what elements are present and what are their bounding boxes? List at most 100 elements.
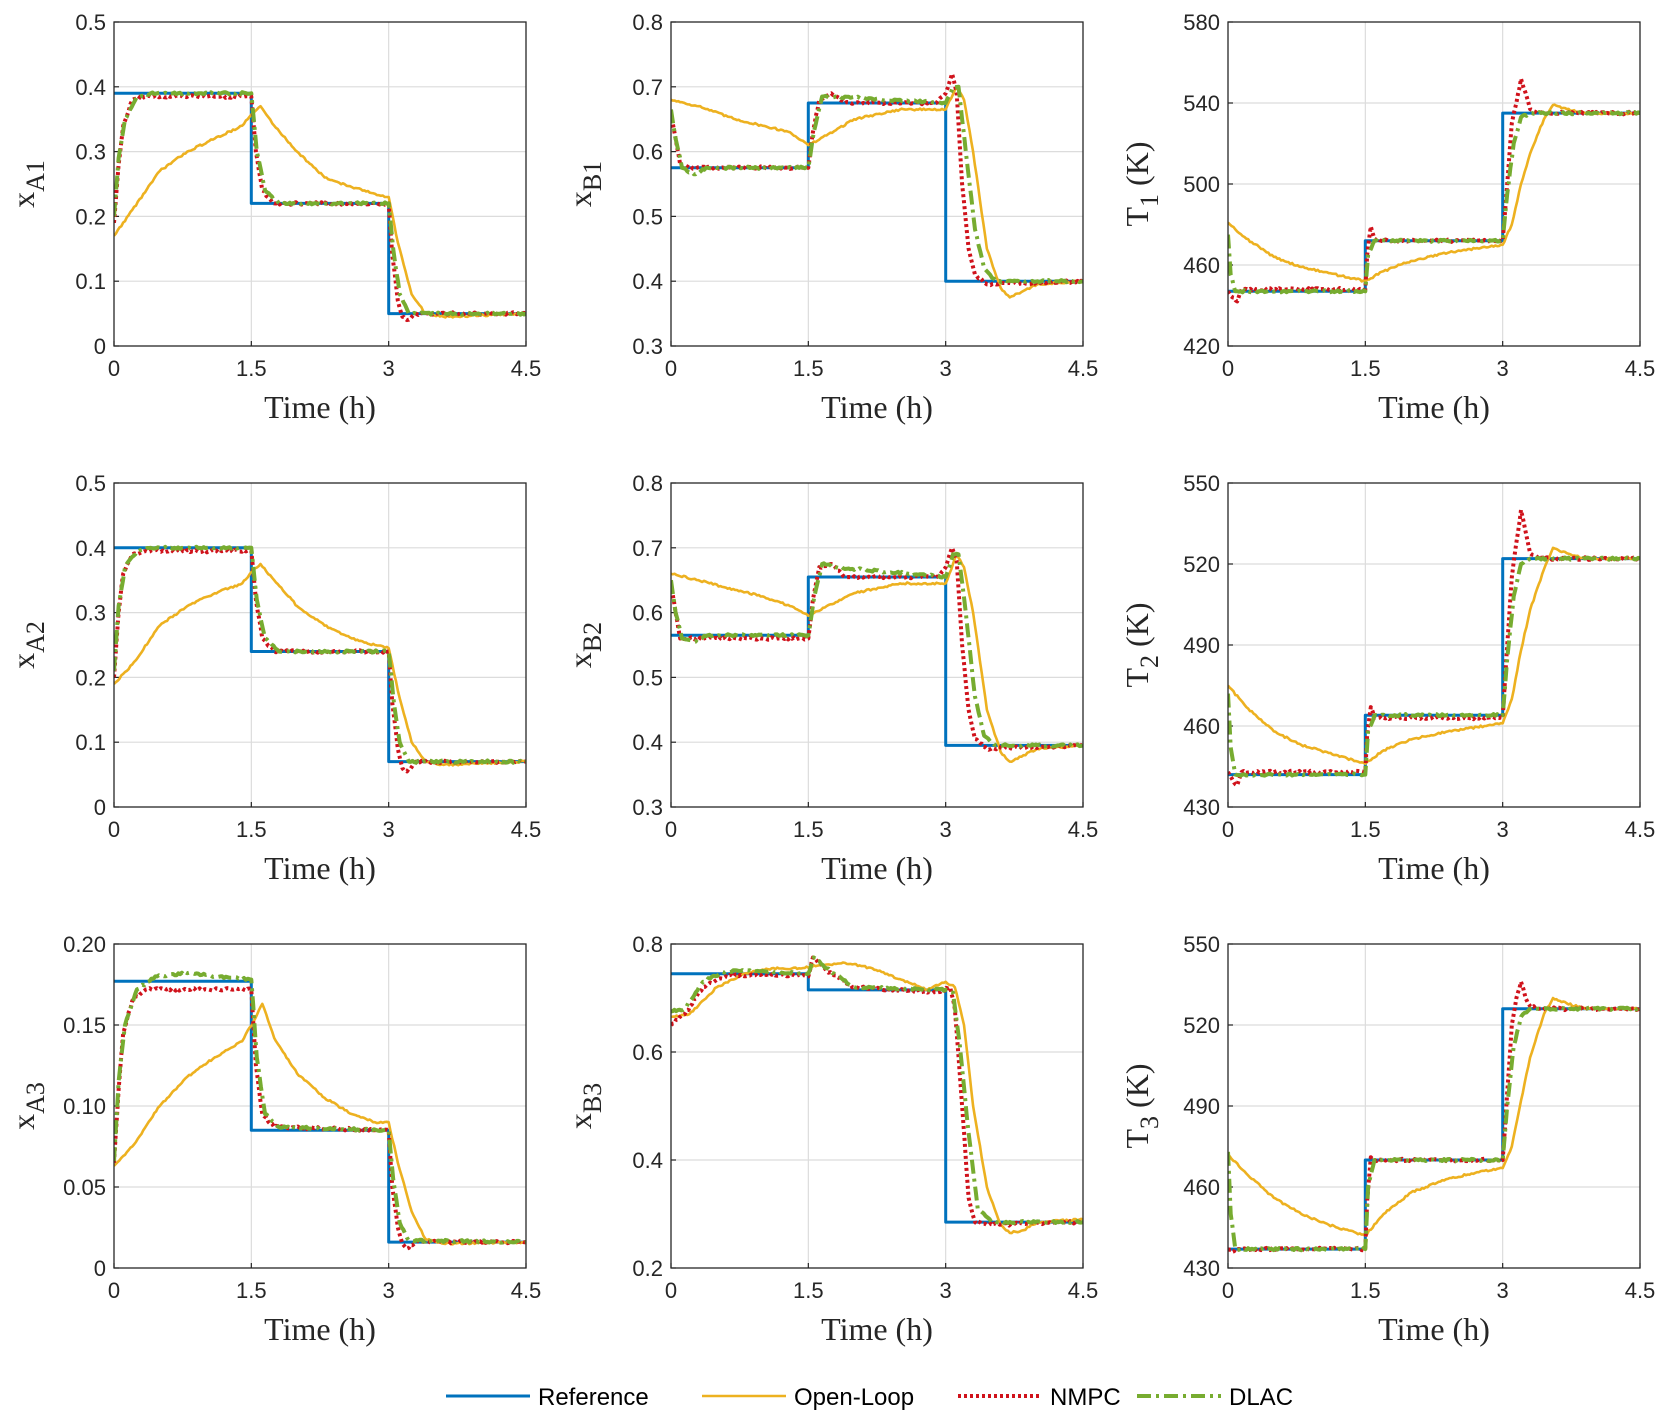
- x-axis-label: Time (h): [821, 389, 933, 425]
- y-tick-label: 0.5: [75, 10, 106, 35]
- x-tick-label: 1.5: [1350, 356, 1381, 381]
- series-group: [114, 970, 526, 1251]
- subplot-8: 0 1.5 3 4.5 0.2 0.4 0.6 0.8 Time (h) xB3: [562, 932, 1098, 1347]
- y-tick-label: 0.6: [632, 140, 663, 165]
- y-tick-label: 430: [1183, 1256, 1220, 1281]
- y-tick-label: 460: [1183, 253, 1220, 278]
- y-tick-label: 0.2: [75, 665, 106, 690]
- x-tick-label: 4.5: [1068, 1278, 1099, 1303]
- y-tick-label: 0.15: [63, 1013, 106, 1038]
- series-dlac: [1228, 1005, 1640, 1253]
- y-tick-label: 0.05: [63, 1175, 106, 1200]
- axes-box: [670, 482, 1084, 808]
- y-tick-label: 420: [1183, 334, 1220, 359]
- subplot-9: 0 1.5 3 4.5 430 460 490 520 550 Time (h) T3 (K): [1119, 932, 1655, 1347]
- y-tick-label: 0.4: [75, 536, 106, 561]
- y-tick-label: 0.8: [632, 10, 663, 35]
- y-tick-label: 0.5: [632, 204, 663, 229]
- axes-box: [1227, 943, 1641, 1269]
- series-dlac: [671, 955, 1083, 1226]
- x-tick-label: 3: [383, 356, 395, 381]
- y-tick-label: 580: [1183, 10, 1220, 35]
- series-dlac: [1228, 555, 1640, 778]
- series-dlac: [114, 970, 526, 1245]
- axes-box: [113, 943, 527, 1269]
- y-tick-label: 0.4: [632, 269, 663, 294]
- x-tick-label: 4.5: [511, 1278, 542, 1303]
- x-tick-label: 1.5: [1350, 817, 1381, 842]
- x-tick-label: 3: [1497, 356, 1509, 381]
- legend-entry-reference: Reference: [446, 1384, 649, 1411]
- legend-entry-dlac: DLAC: [1137, 1384, 1293, 1411]
- legend: Reference Open-Loop NMPC DLAC: [440, 1378, 1325, 1412]
- x-tick-label: 3: [940, 356, 952, 381]
- x-tick-label: 4.5: [1625, 1278, 1656, 1303]
- y-tick-label: 0: [94, 334, 106, 359]
- y-tick-label: 0.4: [75, 75, 106, 100]
- x-tick-label: 0: [108, 817, 120, 842]
- y-axis-label: xA1: [5, 160, 50, 208]
- series-group: [1228, 508, 1640, 788]
- x-tick-label: 4.5: [511, 817, 542, 842]
- x-tick-label: 4.5: [511, 356, 542, 381]
- y-tick-label: 0.3: [632, 334, 663, 359]
- axes-box: [113, 21, 527, 347]
- y-axis-label: xB2: [562, 622, 607, 668]
- x-tick-label: 1.5: [1350, 1278, 1381, 1303]
- x-tick-label: 1.5: [236, 1278, 267, 1303]
- y-tick-label: 0.3: [75, 601, 106, 626]
- y-tick-label: 0.8: [632, 471, 663, 496]
- x-axis-label: Time (h): [821, 850, 933, 886]
- legend-entry-nmpc: NMPC: [958, 1384, 1121, 1411]
- y-tick-label: 0.1: [75, 269, 106, 294]
- x-tick-label: 0: [1222, 1278, 1234, 1303]
- y-tick-label: 0: [94, 1256, 106, 1281]
- y-tick-label: 0.3: [632, 795, 663, 820]
- x-tick-label: 4.5: [1625, 817, 1656, 842]
- x-tick-label: 4.5: [1068, 356, 1099, 381]
- y-tick-label: 550: [1183, 932, 1220, 957]
- series-dlac: [671, 551, 1083, 749]
- y-axis-label: xA3: [5, 1082, 50, 1130]
- x-tick-label: 0: [1222, 356, 1234, 381]
- x-tick-label: 1.5: [236, 356, 267, 381]
- axes-box: [1227, 21, 1641, 347]
- legend-label: DLAC: [1229, 1384, 1293, 1411]
- series-open-loop: [671, 85, 1083, 299]
- y-tick-label: 0.4: [632, 1148, 663, 1173]
- plot-area: [114, 483, 526, 807]
- x-tick-label: 4.5: [1625, 356, 1656, 381]
- legend-label: NMPC: [1050, 1384, 1121, 1411]
- x-tick-label: 3: [1497, 1278, 1509, 1303]
- y-tick-label: 490: [1183, 1094, 1220, 1119]
- y-tick-label: 520: [1183, 1013, 1220, 1038]
- axes-box: [113, 482, 527, 808]
- series-nmpc: [1228, 508, 1640, 788]
- y-tick-label: 460: [1183, 1175, 1220, 1200]
- x-tick-label: 0: [665, 356, 677, 381]
- y-tick-label: 0.4: [632, 730, 663, 755]
- y-tick-label: 0.1: [75, 730, 106, 755]
- series-group: [671, 955, 1083, 1235]
- y-axis-label: T2 (K): [1119, 603, 1164, 688]
- axes-box: [670, 21, 1084, 347]
- y-tick-label: 0.3: [75, 140, 106, 165]
- y-tick-label: 550: [1183, 471, 1220, 496]
- legend-label: Reference: [538, 1384, 649, 1411]
- series-open-loop: [114, 1002, 526, 1246]
- axes-box: [670, 943, 1084, 1269]
- x-axis-label: Time (h): [264, 1311, 376, 1347]
- subplot-4: 0 1.5 3 4.5 0 0.1 0.2 0.3 0.4 0.5 Time (h) xA2: [5, 471, 541, 886]
- series-reference: [114, 979, 526, 1244]
- y-tick-label: 0.2: [75, 204, 106, 229]
- x-tick-label: 3: [383, 1278, 395, 1303]
- x-tick-label: 0: [665, 817, 677, 842]
- y-tick-label: 0.5: [632, 665, 663, 690]
- x-tick-label: 0: [1222, 817, 1234, 842]
- series-dlac: [671, 84, 1083, 285]
- subplot-6: 0 1.5 3 4.5 430 460 490 520 550 Time (h) T2 (K): [1119, 471, 1655, 886]
- subplot-1: 0 1.5 3 4.5 0 0.1 0.2 0.3 0.4 0.5 Time (h) xA1: [5, 10, 541, 425]
- plot-area: [671, 483, 1083, 807]
- y-tick-label: 0.20: [63, 932, 106, 957]
